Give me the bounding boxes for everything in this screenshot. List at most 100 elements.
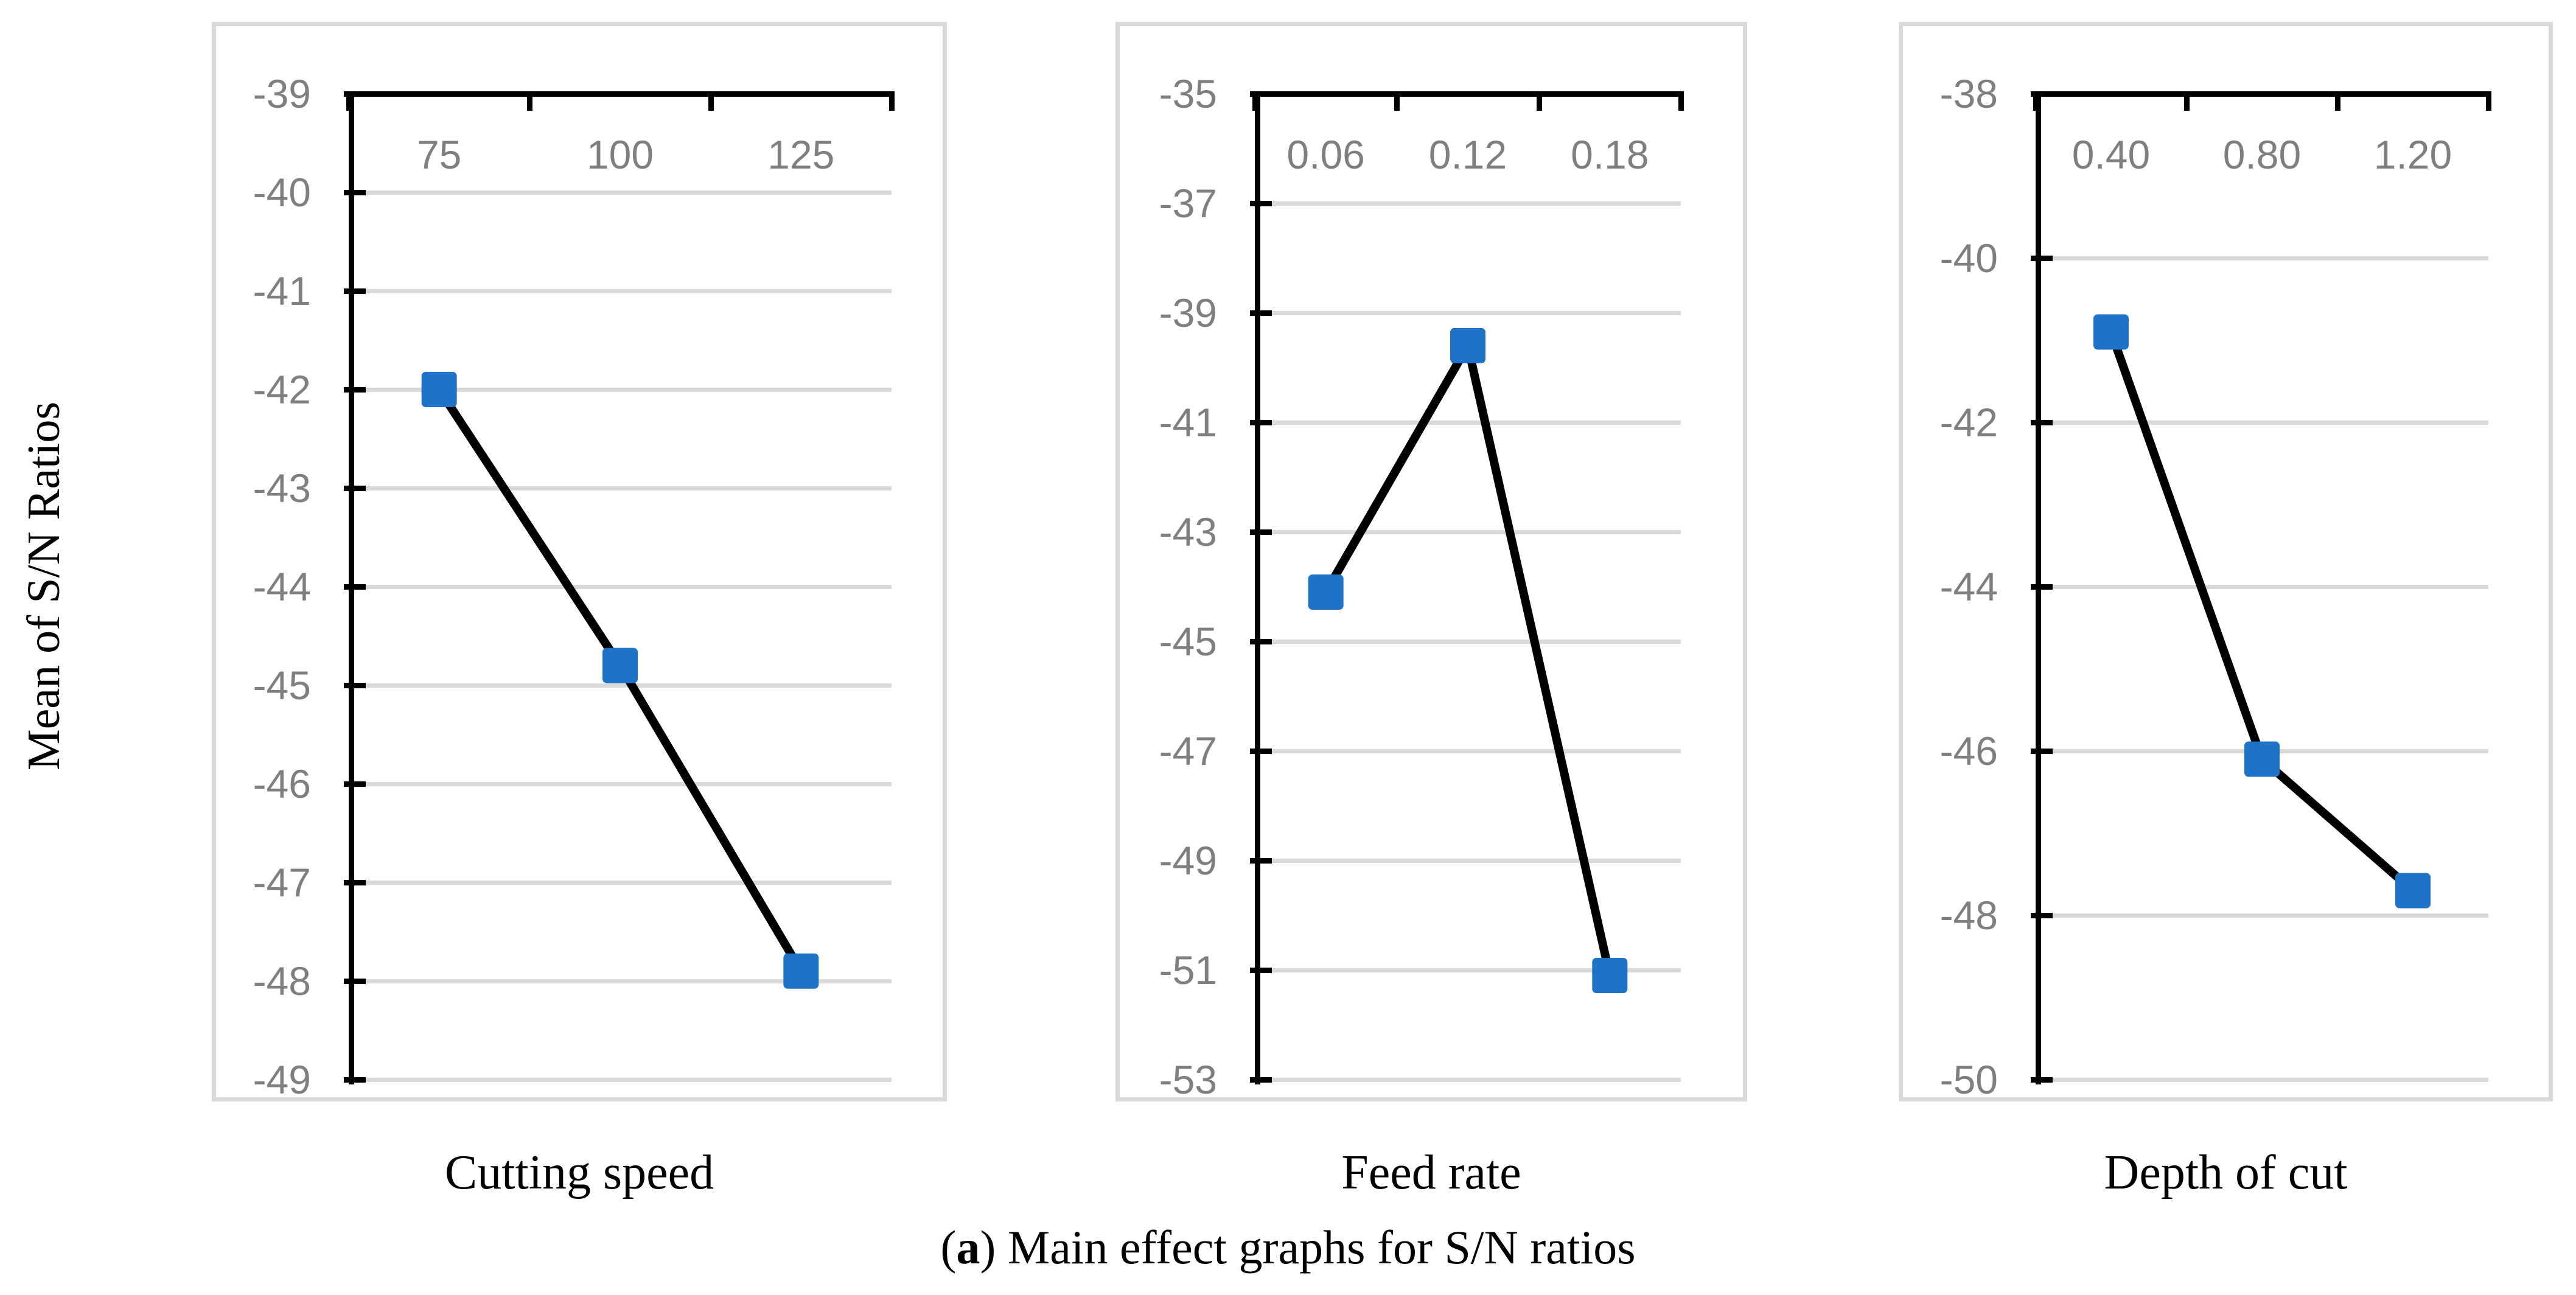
y-tick-mark bbox=[1250, 858, 1272, 864]
y-tick-mark bbox=[1250, 310, 1272, 316]
gridline bbox=[366, 388, 892, 392]
y-tick-label: -38 bbox=[1939, 71, 1998, 116]
gridline bbox=[1272, 968, 1681, 972]
x-tick-mark bbox=[708, 91, 714, 111]
chart-title-depth-of-cut: Depth of cut bbox=[2104, 1146, 2348, 1199]
y-tick-mark bbox=[1250, 420, 1272, 425]
gridline bbox=[1272, 749, 1681, 753]
y-tick-mark bbox=[2031, 913, 2053, 918]
data-point-marker bbox=[2244, 741, 2280, 777]
y-tick-mark bbox=[344, 880, 366, 885]
gridline bbox=[1272, 421, 1681, 425]
series-plot bbox=[2093, 314, 2431, 909]
x-tick-mark bbox=[2184, 91, 2190, 111]
y-tick-mark bbox=[344, 1077, 366, 1083]
y-tick-label: -37 bbox=[1159, 181, 1217, 226]
y-tick-mark bbox=[344, 781, 366, 787]
gridline bbox=[1272, 530, 1681, 534]
x-tick-mark bbox=[2033, 91, 2039, 111]
gridline bbox=[366, 979, 892, 983]
y-tick-label: -44 bbox=[253, 564, 311, 609]
y-tick-mark bbox=[1250, 968, 1272, 973]
y-tick-mark bbox=[344, 584, 366, 590]
y-tick-label: -43 bbox=[253, 466, 311, 511]
gridline bbox=[366, 782, 892, 786]
data-point-marker bbox=[1308, 574, 1344, 610]
x-tick-mark bbox=[889, 91, 895, 111]
y-tick-label: -43 bbox=[1159, 509, 1217, 554]
x-tick-mark bbox=[346, 91, 352, 111]
y-tick-mark bbox=[2031, 256, 2053, 261]
y-tick-label: -40 bbox=[253, 170, 311, 215]
gridline bbox=[366, 190, 892, 195]
y-tick-label: -42 bbox=[253, 367, 311, 412]
y-tick-label: -42 bbox=[1939, 400, 1998, 445]
data-point-marker bbox=[2395, 873, 2431, 909]
x-tick-label: 1.20 bbox=[2373, 132, 2452, 177]
x-tick-label: 0.06 bbox=[1286, 132, 1365, 177]
gridline bbox=[2053, 1078, 2488, 1082]
y-tick-mark bbox=[344, 288, 366, 294]
gridline bbox=[366, 1078, 892, 1082]
x-tick-mark bbox=[1394, 91, 1400, 111]
x-tick-mark bbox=[2335, 91, 2340, 111]
series-plot bbox=[421, 372, 819, 989]
x-axis-line bbox=[2036, 91, 2488, 97]
x-axis-line bbox=[1255, 91, 1681, 97]
y-axis-title: Mean of S/N Ratios bbox=[18, 402, 69, 770]
y-tick-label: -45 bbox=[253, 663, 311, 708]
gridline bbox=[1272, 859, 1681, 863]
data-point-marker bbox=[1450, 328, 1485, 363]
y-tick-label: -53 bbox=[1159, 1057, 1217, 1102]
y-tick-mark bbox=[1250, 749, 1272, 754]
gridline bbox=[1272, 201, 1681, 206]
data-point-marker bbox=[1592, 958, 1628, 993]
x-tick-mark bbox=[1252, 91, 1258, 111]
series-line bbox=[2107, 330, 2416, 894]
x-tick-label: 125 bbox=[767, 132, 835, 177]
gridline bbox=[366, 585, 892, 589]
chart-title-feed-rate: Feed rate bbox=[1341, 1146, 1521, 1199]
data-point-marker bbox=[602, 648, 638, 683]
y-tick-mark bbox=[2031, 420, 2053, 425]
y-tick-mark bbox=[344, 979, 366, 984]
x-tick-mark bbox=[1536, 91, 1542, 111]
y-tick-label: -41 bbox=[1159, 400, 1217, 445]
gridline bbox=[366, 289, 892, 293]
y-axis-line bbox=[349, 91, 354, 1084]
gridline bbox=[366, 881, 892, 885]
y-tick-mark bbox=[1250, 1077, 1272, 1083]
panel-feed-rate: -35 -37 -39 -41 -43 -45 -47 -49 -51 -53 0.06 0.12 0.… bbox=[1115, 22, 1747, 1102]
y-tick-mark bbox=[1250, 529, 1272, 535]
y-tick-mark bbox=[2031, 584, 2053, 590]
x-tick-label: 0.12 bbox=[1428, 132, 1507, 177]
y-tick-label: -46 bbox=[1939, 728, 1998, 773]
y-tick-label: -39 bbox=[253, 71, 311, 116]
y-tick-label: -41 bbox=[253, 268, 311, 313]
x-tick-label: 0.80 bbox=[2222, 132, 2302, 177]
caption-sublabel: a bbox=[956, 1221, 980, 1274]
y-axis-line bbox=[1255, 91, 1260, 1084]
figure-caption: (a) Main effect graphs for S/N ratios bbox=[0, 1214, 2576, 1281]
y-tick-label: -48 bbox=[253, 958, 311, 1004]
y-tick-mark bbox=[344, 190, 366, 195]
y-tick-mark bbox=[2031, 749, 2053, 754]
y-tick-label: -45 bbox=[1159, 619, 1217, 664]
y-tick-mark bbox=[344, 486, 366, 491]
y-tick-mark bbox=[2031, 1077, 2053, 1083]
y-tick-label: -39 bbox=[1159, 290, 1217, 335]
data-point-marker bbox=[783, 953, 819, 989]
x-tick-label: 0.18 bbox=[1571, 132, 1649, 177]
panel-depth-of-cut: -38 -40 -42 -44 -46 -48 -50 0.40 0.80 1.20 bbox=[1899, 22, 2553, 1102]
y-tick-label: -49 bbox=[1159, 838, 1217, 883]
y-tick-mark bbox=[1250, 639, 1272, 644]
y-tick-label: -40 bbox=[1939, 236, 1998, 281]
gridline bbox=[2053, 585, 2488, 589]
gridline bbox=[1272, 311, 1681, 315]
y-tick-label: -47 bbox=[253, 860, 311, 905]
caption-text: ) Main effect graphs for S/N ratios bbox=[980, 1221, 1636, 1274]
y-tick-mark bbox=[344, 683, 366, 688]
gridline bbox=[2053, 421, 2488, 425]
x-tick-label: 75 bbox=[416, 132, 462, 177]
